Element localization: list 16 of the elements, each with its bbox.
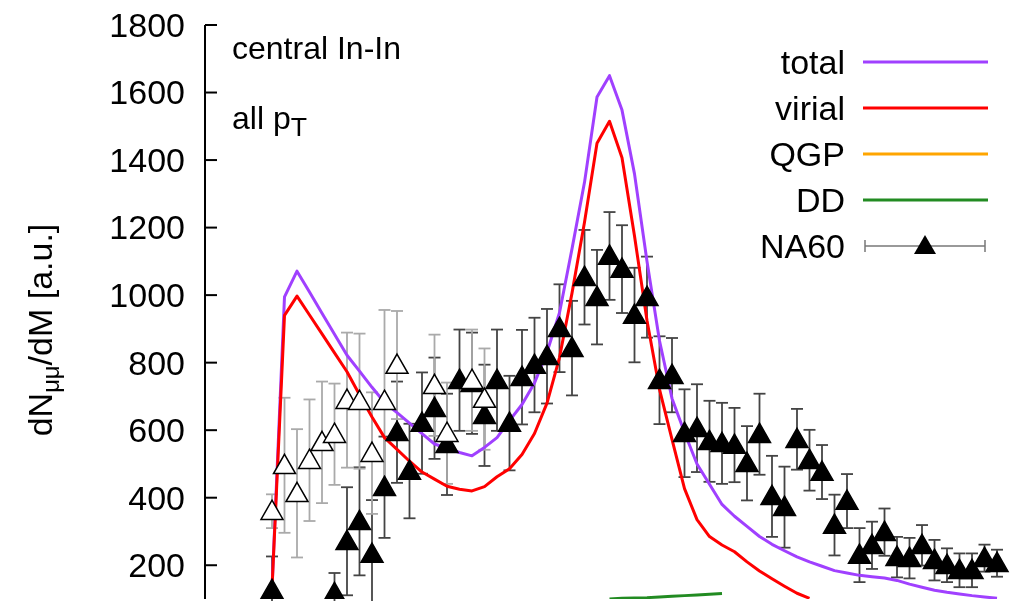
legend-label: NA60: [759, 226, 845, 266]
legend-label: virial: [775, 88, 845, 128]
y-tick-label: 1400: [109, 140, 185, 179]
legend-label: QGP: [769, 134, 845, 174]
y-tick-label: 1600: [109, 73, 185, 112]
y-tick-label: 400: [128, 478, 185, 517]
y-tick-label: 1000: [109, 276, 185, 315]
y-tick-label: 1200: [109, 208, 185, 247]
y-tick-label: 600: [128, 411, 185, 450]
y-tick-label: 800: [128, 343, 185, 382]
annotation: central In-In: [232, 30, 401, 67]
y-tick-label: 200: [128, 546, 185, 585]
legend-label: total: [780, 42, 845, 82]
legend-label: DD: [795, 180, 845, 220]
annotation: all p$_{T}$: [232, 100, 307, 144]
y-tick-label: 1800: [109, 5, 185, 44]
